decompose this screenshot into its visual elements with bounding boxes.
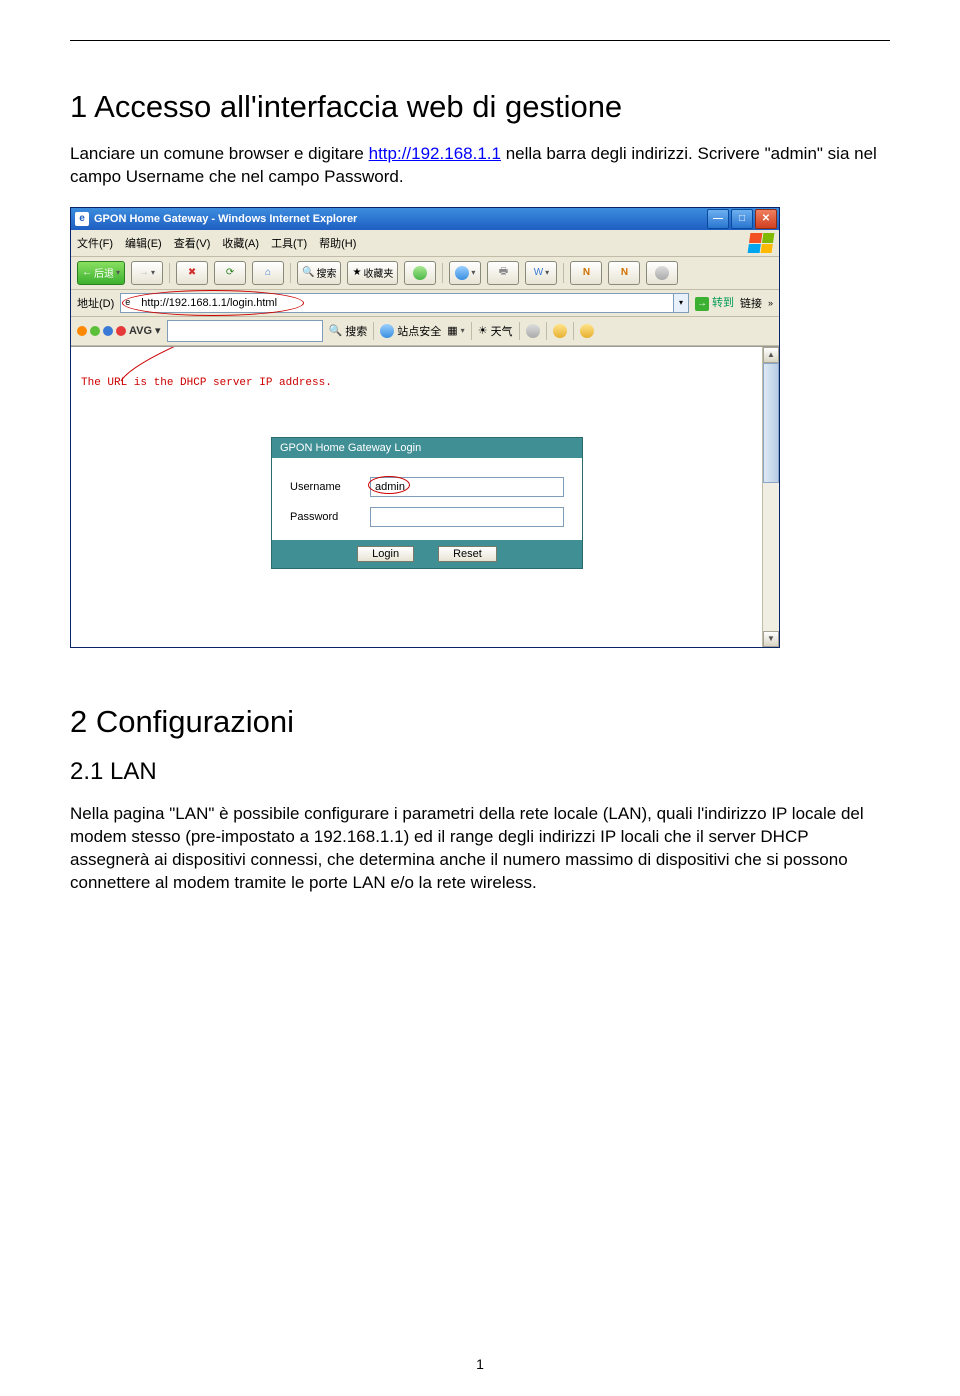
login-panel: GPON Home Gateway Login Username admin P…	[271, 437, 583, 569]
address-input[interactable]: e http://192.168.1.1/login.html	[120, 293, 674, 313]
top-rule	[70, 40, 890, 41]
n-button-2[interactable]: N	[608, 261, 640, 285]
login-title: GPON Home Gateway Login	[272, 438, 582, 458]
avg-toolbar: AVG ▾ 🔍 搜索 站点安全 ▦ ☀ 天气	[71, 317, 779, 346]
site-safety-button[interactable]: 站点安全	[380, 323, 441, 339]
links-label[interactable]: 链接	[740, 295, 762, 311]
menu-edit[interactable]: 编辑(E)	[125, 235, 162, 251]
section-1-heading: 1 Accesso all'interfaccia web di gestion…	[70, 89, 890, 125]
page-icon: e	[125, 297, 137, 309]
section-2-heading: 2 Configurazioni	[70, 704, 890, 740]
window-title: GPON Home Gateway - Windows Internet Exp…	[94, 213, 707, 225]
page-content: The URL is the DHCP server IP address. G…	[71, 346, 779, 647]
browser-window: e GPON Home Gateway - Windows Internet E…	[70, 207, 780, 648]
avg-search-input[interactable]	[167, 320, 323, 342]
minimize-button[interactable]: —	[707, 209, 729, 229]
menu-help[interactable]: 帮助(H)	[319, 235, 356, 251]
annotation-text: The URL is the DHCP server IP address.	[81, 377, 332, 389]
url-text: http://192.168.1.1/login.html	[141, 297, 277, 309]
menu-file[interactable]: 文件(F)	[77, 235, 113, 251]
scroll-thumb[interactable]	[763, 363, 779, 483]
menubar: 文件(F) 编辑(E) 查看(V) 收藏(A) 工具(T) 帮助(H)	[71, 230, 779, 257]
extra-button[interactable]	[646, 261, 678, 285]
go-button[interactable]: 转到	[695, 294, 734, 311]
stop-button[interactable]: ✖	[176, 261, 208, 285]
mail-button[interactable]	[449, 261, 481, 285]
password-label: Password	[290, 511, 370, 523]
toolbar: ← 后退 → ✖ ⟳ ⌂ 🔍 搜索 ★ 收藏夹 🖶 W N N	[71, 257, 779, 290]
address-label: 地址(D)	[77, 295, 114, 311]
page-number: 1	[0, 1356, 960, 1372]
windows-flag-icon	[748, 233, 775, 253]
menu-favorites[interactable]: 收藏(A)	[222, 235, 259, 251]
refresh-button[interactable]: ⟳	[214, 261, 246, 285]
back-button[interactable]: ← 后退	[77, 261, 125, 285]
print-button[interactable]: 🖶	[487, 261, 519, 285]
username-input[interactable]: admin	[370, 477, 564, 497]
username-label: Username	[290, 481, 370, 493]
avg-search-button[interactable]: 🔍 搜索	[329, 323, 368, 339]
section-2-1-paragraph: Nella pagina "LAN" è possibile configura…	[70, 803, 890, 895]
password-input[interactable]	[370, 507, 564, 527]
ie-icon: e	[75, 212, 89, 226]
login-button[interactable]: Login	[357, 546, 414, 562]
weather-button[interactable]: ☀ 天气	[478, 323, 513, 339]
search-button[interactable]: 🔍 搜索	[297, 261, 341, 285]
avg-icon-edit[interactable]	[553, 324, 567, 338]
history-button[interactable]	[404, 261, 436, 285]
titlebar: e GPON Home Gateway - Windows Internet E…	[71, 208, 779, 230]
reset-button[interactable]: Reset	[438, 546, 497, 562]
address-bar: 地址(D) e http://192.168.1.1/login.html ▾ …	[71, 290, 779, 317]
menu-view[interactable]: 查看(V)	[174, 235, 211, 251]
section-1-paragraph: Lanciare un comune browser e digitare ht…	[70, 143, 890, 189]
menu-tools[interactable]: 工具(T)	[271, 235, 307, 251]
scroll-up-button[interactable]: ▲	[763, 347, 779, 363]
avg-icon-q[interactable]	[580, 324, 594, 338]
close-button[interactable]: ✕	[755, 209, 777, 229]
avg-icon-cal[interactable]	[526, 324, 540, 338]
address-dropdown[interactable]: ▾	[674, 293, 689, 313]
links-chevron: »	[768, 298, 773, 308]
maximize-button[interactable]: □	[731, 209, 753, 229]
vertical-scrollbar[interactable]: ▲ ▼	[762, 347, 779, 647]
para-pre: Lanciare un comune browser e digitare	[70, 144, 369, 163]
home-button[interactable]: ⌂	[252, 261, 284, 285]
scroll-down-button[interactable]: ▼	[763, 631, 779, 647]
n-button-1[interactable]: N	[570, 261, 602, 285]
favorites-button[interactable]: ★ 收藏夹	[347, 261, 398, 285]
word-button[interactable]: W	[525, 261, 557, 285]
url-link[interactable]: http://192.168.1.1	[369, 144, 501, 163]
forward-button[interactable]: →	[131, 261, 163, 285]
section-2-1-heading: 2.1 LAN	[70, 758, 890, 786]
avg-dd-1[interactable]: ▦	[447, 324, 464, 337]
avg-brand[interactable]: AVG ▾	[77, 324, 161, 337]
